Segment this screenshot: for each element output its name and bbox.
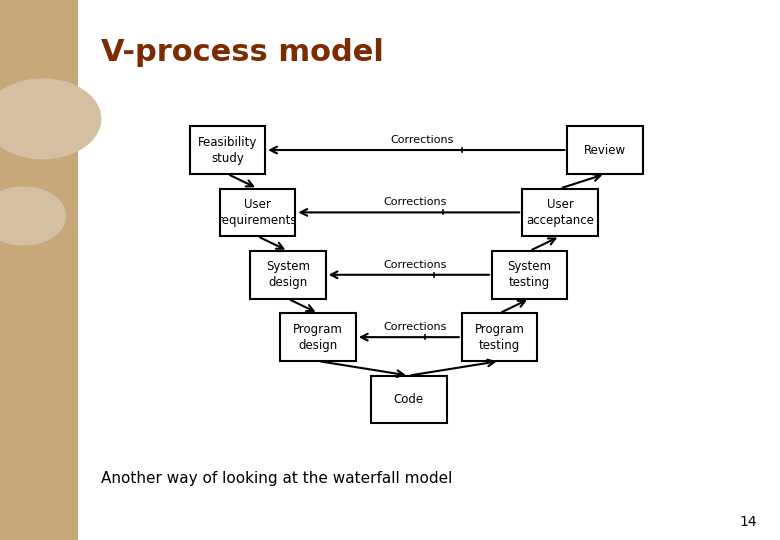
Bar xyxy=(190,126,265,174)
Bar xyxy=(568,126,643,174)
Text: User
acceptance: User acceptance xyxy=(526,198,594,227)
Bar xyxy=(462,313,537,361)
Text: Program
design: Program design xyxy=(293,322,343,352)
Bar xyxy=(220,188,296,237)
Text: Another way of looking at the waterfall model: Another way of looking at the waterfall … xyxy=(101,471,452,486)
Text: Feasibility
study: Feasibility study xyxy=(198,136,257,165)
Text: Code: Code xyxy=(394,393,424,406)
Text: Corrections: Corrections xyxy=(383,260,446,270)
Bar xyxy=(371,376,447,423)
Text: 14: 14 xyxy=(739,515,757,529)
Bar xyxy=(280,313,356,361)
Bar xyxy=(250,251,326,299)
Text: System
design: System design xyxy=(266,260,310,289)
Text: Corrections: Corrections xyxy=(383,198,446,207)
Text: V-process model: V-process model xyxy=(101,38,385,67)
Bar xyxy=(522,188,597,237)
Text: Review: Review xyxy=(584,144,626,157)
Bar xyxy=(492,251,568,299)
Text: User
requirements: User requirements xyxy=(218,198,297,227)
Text: Program
testing: Program testing xyxy=(474,322,524,352)
Text: System
testing: System testing xyxy=(508,260,551,289)
Text: Corrections: Corrections xyxy=(391,135,454,145)
Text: Corrections: Corrections xyxy=(383,322,446,332)
